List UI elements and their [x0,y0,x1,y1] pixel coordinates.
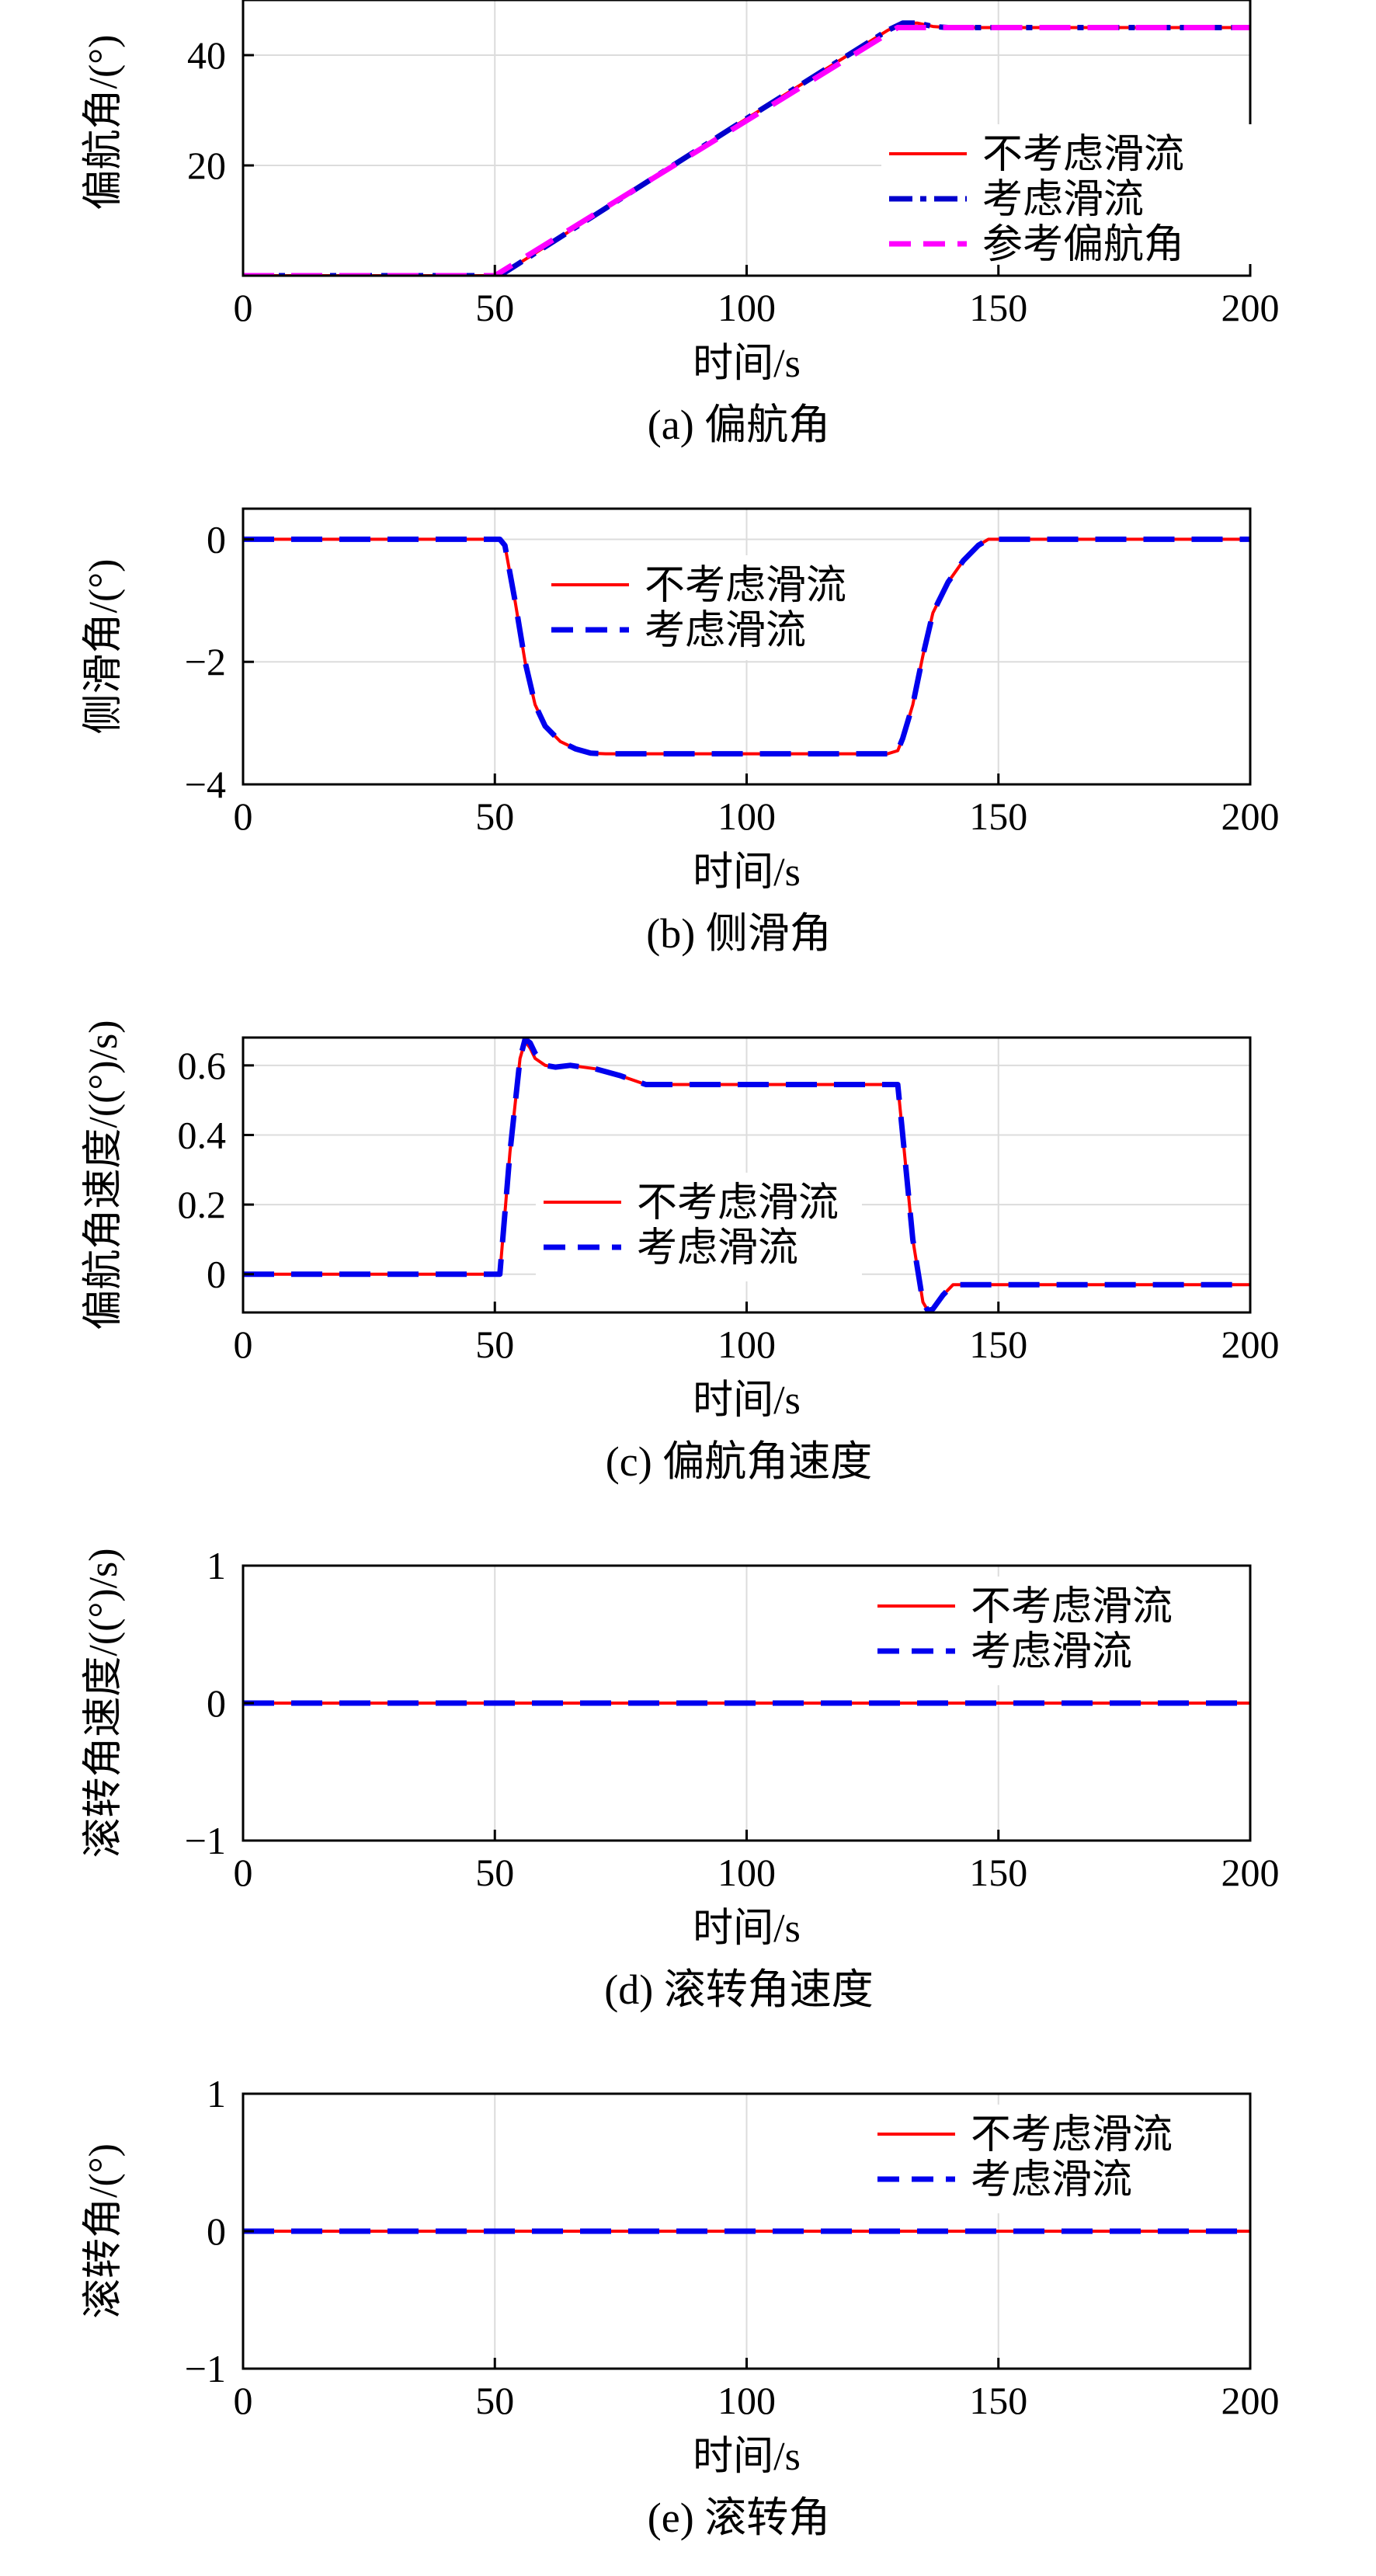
plot-lines [243,20,1250,276]
figure-caption: (e) 滚转角 [648,2494,830,2541]
x-tick-label: 150 [969,286,1027,329]
y-tick-label: 0.6 [178,1044,227,1087]
x-tick-label: 150 [969,1851,1027,1894]
x-tick-label: 50 [475,794,514,838]
y-tick-label: 1 [207,2072,226,2115]
x-tick-label: 150 [969,1323,1027,1366]
series-line [243,536,1250,757]
x-tick-label: 0 [234,1851,253,1894]
x-axis-title: 时间/s [693,1378,801,1423]
x-tick-label: 150 [969,2379,1027,2422]
x-tick-label: 50 [475,286,514,329]
x-tick-label: 100 [718,1851,776,1894]
y-tick-label: 0.4 [178,1113,227,1156]
x-tick-label: 0 [234,2379,253,2422]
y-tick-label: 0 [207,1253,226,1296]
legend-label: 不考虑滑流 [645,564,846,608]
y-axis-title: 滚转角/(°) [82,2143,126,2319]
x-tick-label: 100 [718,794,776,838]
legend-label: 考虑滑流 [971,2158,1132,2202]
legend-label: 不考虑滑流 [971,1585,1173,1629]
figure-caption: (d) 滚转角速度 [604,1966,873,2013]
legend-box [544,555,870,660]
x-axis-title: 时间/s [693,2435,801,2479]
y-tick-label: 0.2 [178,1183,227,1226]
x-tick-label: 100 [718,2379,776,2422]
plot-lines [243,536,1250,757]
x-tick-label: 200 [1221,1851,1280,1894]
y-tick-label: −1 [185,1819,226,1862]
y-tick-label: −2 [185,640,226,683]
legend-label: 不考虑滑流 [637,1181,839,1225]
legend-label: 不考虑滑流 [982,133,1184,177]
x-axis-title: 时间/s [693,342,801,386]
x-tick-label: 0 [234,1323,253,1366]
x-tick-label: 100 [718,1323,776,1366]
y-tick-label: −1 [185,2347,226,2390]
y-axis-title: 滚转角速度/((°)/s) [82,1548,126,1858]
series-line [243,25,1250,276]
figure-caption: (b) 侧滑角 [646,910,831,957]
x-tick-label: 50 [475,1851,514,1894]
figure-caption: (a) 偏航角 [648,402,830,448]
x-tick-label: 150 [969,794,1027,838]
y-tick-label: 40 [187,33,226,77]
legend-box [881,124,1254,264]
x-tick-label: 0 [234,794,253,838]
y-tick-label: 0 [207,517,226,561]
x-tick-label: 200 [1221,286,1280,329]
chart-c: 0 50 100 150 200 0 0.2 0.4 0.6 时间/s 偏航角速度/((°)/s) (… [82,1020,1280,1485]
y-axis-title: 侧滑角/(°) [82,559,126,735]
legend-box [870,1577,1242,1685]
x-tick-label: 200 [1221,1323,1280,1366]
legend-label: 考虑滑流 [645,609,806,653]
y-tick-label: 0 [207,2209,226,2253]
x-tick-label: 200 [1221,794,1280,838]
chart-a: 0 50 100 150 200 20 40 时间/s 偏航角/(°) (a) 偏航角 不考虑滑流考… [82,0,1280,448]
plot-lines [243,1038,1250,1312]
x-tick-label: 0 [234,286,253,329]
legend-label: 参考偏航角 [982,223,1184,267]
y-axis-title: 偏航角/(°) [82,35,126,210]
legend-box [870,2105,1242,2213]
x-axis-title: 时间/s [693,850,801,895]
legend-label: 考虑滑流 [637,1226,798,1271]
x-tick-label: 100 [718,286,776,329]
y-axis-title: 偏航角速度/((°)/s) [82,1020,126,1330]
figure-caption: (c) 偏航角速度 [606,1438,872,1485]
y-tick-label: −4 [185,763,226,806]
x-axis-title: 时间/s [693,1907,801,1951]
x-tick-label: 50 [475,2379,514,2422]
legend-label: 不考虑滑流 [971,2113,1173,2157]
y-tick-label: 1 [207,1544,226,1587]
series-line [243,1038,1250,1312]
x-tick-label: 50 [475,1323,514,1366]
y-tick-label: 0 [207,1681,226,1725]
x-tick-label: 200 [1221,2379,1280,2422]
legend-label: 考虑滑流 [971,1630,1132,1674]
legend-label: 考虑滑流 [982,178,1144,222]
legend-box [536,1173,862,1281]
y-tick-label: 20 [187,144,226,187]
